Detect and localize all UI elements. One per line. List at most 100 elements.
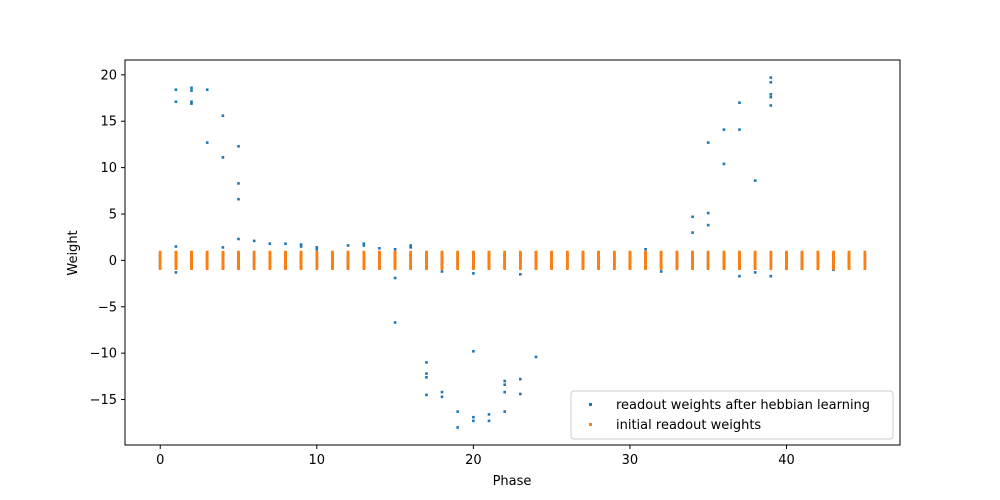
point-hebbian — [221, 156, 225, 159]
x-axis-ticks: 0 10 20 30 40 — [156, 445, 795, 468]
point-hebbian — [237, 197, 240, 201]
point-hebbian — [722, 128, 726, 131]
x-axis-label: Phase — [493, 474, 532, 489]
point-initial — [252, 250, 256, 254]
point-hebbian — [299, 243, 303, 246]
point-hebbian — [393, 321, 397, 324]
point-hebbian — [519, 377, 522, 381]
point-hebbian — [659, 270, 663, 273]
point-hebbian — [706, 223, 710, 227]
point-hebbian — [472, 419, 475, 423]
point-hebbian — [174, 245, 178, 248]
point-hebbian — [472, 415, 475, 419]
point-initial — [487, 250, 491, 254]
point-hebbian — [519, 392, 522, 396]
point-initial — [628, 250, 632, 254]
point-hebbian — [362, 244, 366, 247]
point-hebbian — [315, 246, 319, 249]
point-hebbian — [738, 101, 741, 104]
point-initial — [753, 250, 757, 254]
point-hebbian — [769, 93, 773, 96]
point-hebbian — [738, 128, 741, 131]
x-tick-label: 0 — [156, 453, 164, 468]
point-initial — [550, 250, 553, 254]
point-initial — [519, 250, 522, 254]
point-initial — [393, 250, 397, 254]
point-initial — [659, 250, 663, 254]
point-hebbian — [221, 114, 225, 117]
point-initial — [299, 250, 303, 254]
legend-marker-initial — [589, 423, 592, 426]
y-tick-label: 15 — [100, 115, 117, 130]
point-hebbian — [190, 89, 193, 92]
point-initial — [409, 250, 412, 254]
point-hebbian — [440, 395, 444, 399]
point-hebbian — [769, 76, 773, 79]
point-hebbian — [190, 86, 193, 90]
point-initial — [706, 250, 710, 254]
point-hebbian — [644, 248, 647, 251]
point-hebbian — [769, 104, 773, 107]
point-hebbian — [252, 239, 256, 243]
point-hebbian — [237, 237, 240, 241]
point-hebbian — [409, 246, 412, 249]
point-hebbian — [472, 272, 475, 275]
point-initial — [440, 250, 444, 254]
point-hebbian — [503, 410, 506, 413]
point-hebbian — [691, 215, 694, 219]
point-initial — [832, 250, 835, 254]
point-hebbian — [769, 81, 773, 84]
point-hebbian — [472, 350, 475, 353]
point-hebbian — [393, 248, 397, 251]
point-initial — [534, 250, 538, 254]
y-tick-label: 20 — [100, 68, 117, 83]
y-tick-label: −10 — [90, 347, 117, 362]
point-hebbian — [503, 390, 506, 394]
point-initial — [456, 250, 459, 254]
point-hebbian — [503, 383, 506, 386]
point-initial — [800, 250, 804, 254]
point-initial — [331, 250, 334, 254]
point-hebbian — [362, 242, 366, 245]
point-hebbian — [691, 231, 694, 234]
point-hebbian — [753, 179, 757, 182]
point-initial — [691, 250, 694, 254]
point-initial — [769, 250, 773, 254]
point-hebbian — [706, 211, 710, 215]
point-hebbian — [456, 410, 459, 413]
point-initial — [284, 250, 287, 254]
point-initial — [425, 250, 428, 254]
point-hebbian — [769, 95, 773, 99]
y-tick-label: −15 — [90, 393, 117, 408]
x-tick-label: 40 — [778, 453, 795, 468]
legend-box — [570, 390, 894, 440]
point-initial — [190, 250, 193, 254]
point-initial — [315, 250, 319, 254]
point-initial — [362, 250, 366, 254]
point-initial — [268, 250, 272, 254]
legend-marker-hebbian — [589, 403, 592, 406]
y-axis-label: Weight — [66, 230, 81, 275]
legend-label-hebbian: readout weights after hebbian learning — [616, 398, 870, 413]
point-initial — [675, 250, 679, 254]
x-tick-label: 20 — [465, 453, 482, 468]
point-hebbian — [205, 88, 209, 91]
y-tick-label: 5 — [109, 208, 117, 223]
point-initial — [205, 250, 209, 254]
point-hebbian — [425, 372, 428, 375]
point-hebbian — [487, 413, 491, 416]
point-initial — [158, 250, 162, 254]
point-hebbian — [237, 182, 240, 185]
point-initial — [597, 250, 600, 254]
point-initial — [472, 250, 475, 254]
point-initial — [237, 250, 240, 254]
point-hebbian — [487, 419, 491, 423]
point-hebbian — [174, 271, 178, 274]
point-initial — [863, 250, 867, 254]
point-hebbian — [174, 88, 178, 91]
x-tick-label: 10 — [309, 453, 326, 468]
point-hebbian — [378, 247, 381, 250]
point-initial — [785, 250, 788, 254]
point-initial — [581, 250, 585, 254]
